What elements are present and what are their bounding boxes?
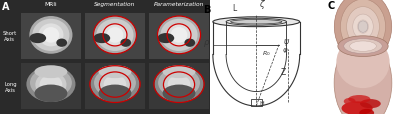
Text: B: B bbox=[204, 5, 211, 15]
Ellipse shape bbox=[158, 34, 174, 44]
Ellipse shape bbox=[56, 39, 67, 47]
Ellipse shape bbox=[360, 99, 381, 108]
Ellipse shape bbox=[353, 15, 373, 40]
Text: $\varphi$: $\varphi$ bbox=[282, 46, 288, 55]
Ellipse shape bbox=[102, 24, 128, 47]
Ellipse shape bbox=[184, 39, 195, 47]
Text: Segmentation: Segmentation bbox=[94, 2, 136, 7]
Ellipse shape bbox=[344, 98, 356, 105]
Ellipse shape bbox=[42, 28, 59, 43]
Bar bbox=[85, 64, 145, 109]
Bar bbox=[21, 64, 81, 109]
Text: L: L bbox=[232, 4, 237, 13]
Ellipse shape bbox=[358, 21, 368, 34]
Bar bbox=[21, 14, 81, 59]
Ellipse shape bbox=[358, 22, 368, 33]
Ellipse shape bbox=[359, 109, 374, 114]
Text: Z: Z bbox=[280, 67, 286, 76]
Ellipse shape bbox=[34, 85, 67, 102]
Ellipse shape bbox=[94, 17, 136, 54]
Bar bbox=[85, 14, 145, 59]
Ellipse shape bbox=[29, 34, 46, 44]
Ellipse shape bbox=[213, 18, 300, 27]
Ellipse shape bbox=[158, 17, 200, 54]
Ellipse shape bbox=[32, 20, 70, 52]
Bar bbox=[251, 100, 262, 106]
Bar bbox=[149, 64, 209, 109]
Ellipse shape bbox=[338, 36, 388, 57]
Bar bbox=[149, 14, 209, 59]
Text: MRIi: MRIi bbox=[45, 2, 57, 7]
Ellipse shape bbox=[29, 17, 72, 54]
Ellipse shape bbox=[344, 39, 382, 54]
Ellipse shape bbox=[160, 20, 198, 52]
Ellipse shape bbox=[342, 101, 373, 114]
Ellipse shape bbox=[26, 67, 76, 102]
Ellipse shape bbox=[334, 0, 392, 62]
Ellipse shape bbox=[162, 66, 196, 78]
Ellipse shape bbox=[154, 67, 204, 102]
Text: $R_0$: $R_0$ bbox=[262, 48, 271, 57]
Ellipse shape bbox=[38, 24, 64, 47]
Ellipse shape bbox=[334, 39, 392, 114]
Ellipse shape bbox=[106, 28, 123, 43]
Bar bbox=[149, 14, 209, 59]
Bar bbox=[85, 14, 145, 59]
Text: C: C bbox=[328, 1, 335, 11]
Ellipse shape bbox=[336, 37, 390, 88]
Text: H: H bbox=[260, 100, 264, 105]
Ellipse shape bbox=[231, 20, 282, 25]
Ellipse shape bbox=[30, 68, 72, 98]
Ellipse shape bbox=[158, 68, 200, 98]
Ellipse shape bbox=[98, 85, 132, 102]
Ellipse shape bbox=[98, 66, 132, 78]
Text: $\zeta$: $\zeta$ bbox=[259, 0, 266, 11]
Ellipse shape bbox=[171, 28, 188, 43]
Ellipse shape bbox=[40, 75, 62, 94]
Ellipse shape bbox=[94, 34, 110, 44]
Ellipse shape bbox=[104, 75, 126, 94]
Ellipse shape bbox=[120, 39, 131, 47]
Ellipse shape bbox=[168, 75, 190, 94]
Ellipse shape bbox=[346, 8, 380, 47]
Ellipse shape bbox=[340, 0, 386, 55]
Ellipse shape bbox=[35, 72, 66, 97]
Ellipse shape bbox=[166, 24, 192, 47]
Ellipse shape bbox=[90, 67, 140, 102]
Text: $\psi$: $\psi$ bbox=[283, 37, 290, 47]
Text: Parameterization: Parameterization bbox=[154, 2, 204, 7]
Ellipse shape bbox=[96, 20, 134, 52]
Bar bbox=[149, 64, 209, 109]
Text: A: A bbox=[2, 2, 10, 12]
Ellipse shape bbox=[94, 68, 136, 98]
Text: Short
Axis: Short Axis bbox=[2, 31, 17, 42]
Bar bbox=[85, 64, 145, 109]
Bar bbox=[21, 14, 81, 59]
Text: Long
Axis: Long Axis bbox=[4, 81, 17, 92]
Ellipse shape bbox=[348, 95, 370, 103]
Ellipse shape bbox=[164, 72, 194, 97]
Ellipse shape bbox=[350, 42, 376, 52]
Ellipse shape bbox=[162, 85, 196, 102]
Text: $\rho$: $\rho$ bbox=[203, 37, 210, 48]
Ellipse shape bbox=[34, 66, 67, 78]
Bar bbox=[21, 64, 81, 109]
Ellipse shape bbox=[100, 72, 130, 97]
